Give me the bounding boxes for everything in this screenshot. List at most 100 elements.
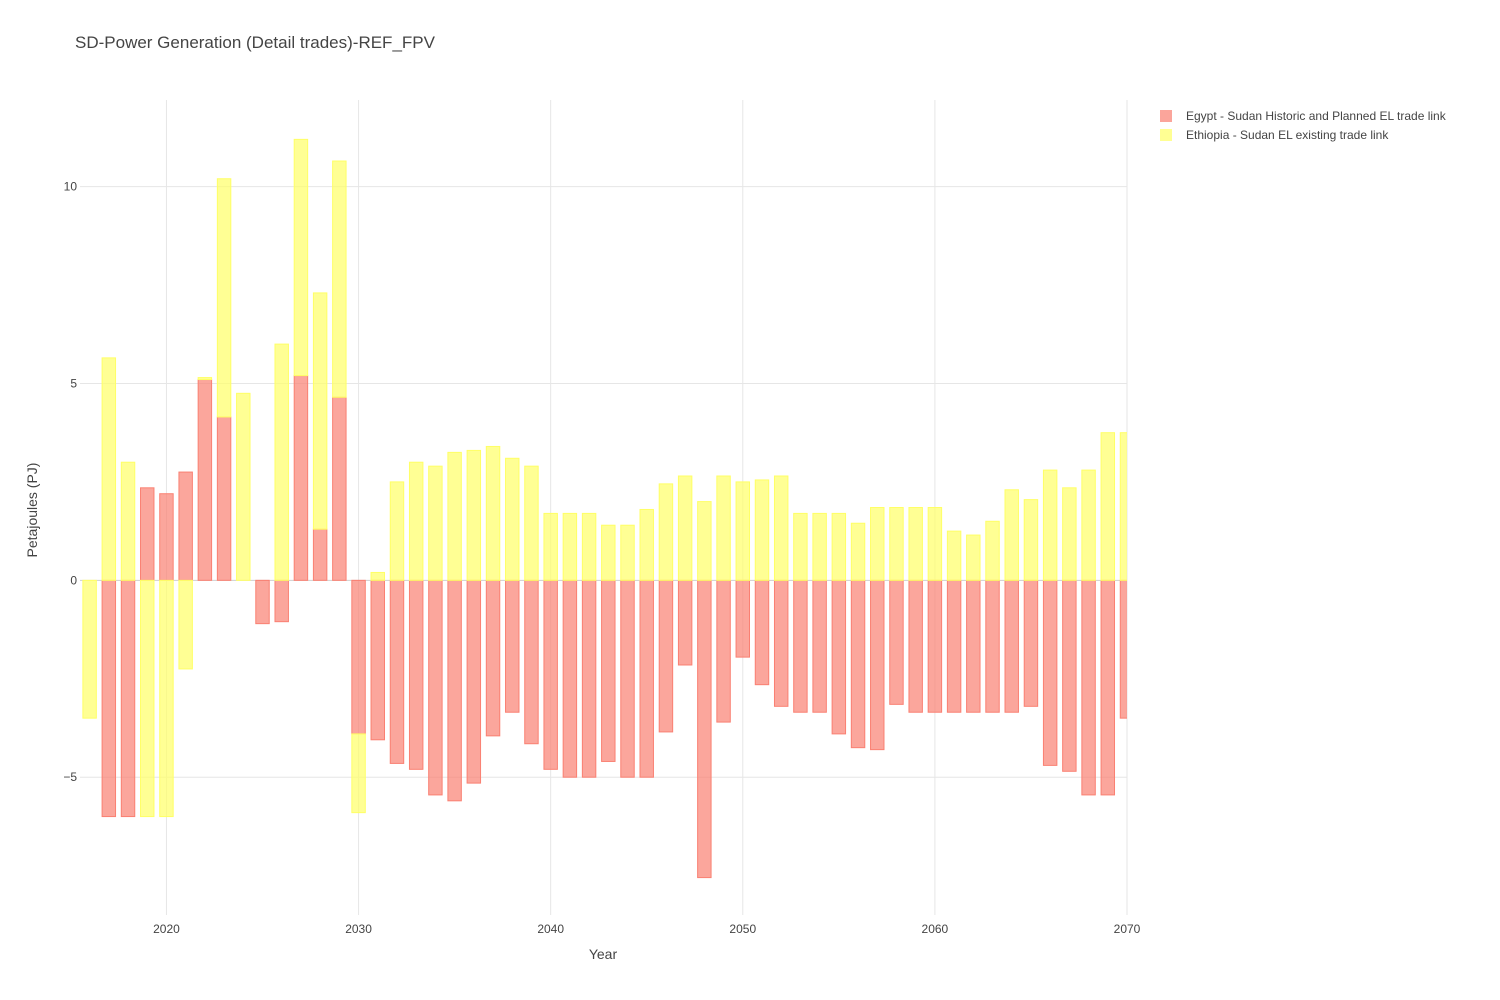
bar-egypt-sudan-2066 [1042, 579, 1058, 766]
x-tick-label: 2040 [537, 922, 564, 936]
bar-egypt-sudan-2055 [831, 579, 847, 735]
bar-egypt-sudan-2069 [1100, 579, 1116, 796]
bar-egypt-sudan-2022 [197, 379, 213, 581]
legend-item-egypt-sudan[interactable]: Egypt - Sudan Historic and Planned EL tr… [1160, 106, 1446, 125]
bar-egypt-sudan-2021 [178, 471, 193, 581]
bar-ethiopia-sudan-2022 [197, 377, 213, 381]
bar-ethiopia-sudan-2027 [293, 138, 309, 377]
bar-ethiopia-sudan-2062 [966, 534, 981, 581]
bar-egypt-sudan-2037 [485, 579, 501, 737]
bar-ethiopia-sudan-2056 [850, 522, 866, 581]
bar-egypt-sudan-2056 [850, 579, 866, 749]
bar-egypt-sudan-2031 [370, 579, 385, 741]
bar-ethiopia-sudan-2066 [1042, 469, 1058, 581]
bar-egypt-sudan-2051 [754, 579, 770, 686]
bar-ethiopia-sudan-2021 [178, 579, 193, 670]
bar-ethiopia-sudan-2016 [82, 579, 97, 719]
bar-ethiopia-sudan-2020 [159, 579, 174, 818]
bar-ethiopia-sudan-2028 [312, 292, 328, 530]
bar-ethiopia-sudan-2046 [658, 483, 674, 581]
x-tick-label: 2070 [1114, 922, 1141, 936]
bar-ethiopia-sudan-2065 [1023, 499, 1039, 581]
bar-egypt-sudan-2049 [716, 579, 731, 723]
legend-swatch-egypt-sudan [1160, 109, 1172, 122]
bar-ethiopia-sudan-2032 [389, 481, 405, 581]
bar-ethiopia-sudan-2017 [101, 357, 117, 581]
y-axis-title: Petajoules (PJ) [24, 463, 40, 558]
bar-egypt-sudan-2043 [601, 579, 616, 762]
bar-egypt-sudan-2040 [543, 579, 558, 770]
bar-egypt-sudan-2042 [581, 579, 597, 778]
bar-egypt-sudan-2070 [1119, 579, 1127, 719]
bar-ethiopia-sudan-2047 [677, 475, 693, 581]
bar-ethiopia-sudan-2029 [332, 160, 347, 398]
bar-ethiopia-sudan-2068 [1081, 469, 1096, 581]
bar-ethiopia-sudan-2018 [120, 461, 136, 581]
bar-egypt-sudan-2023 [216, 416, 232, 581]
x-axis-title: Year [589, 946, 618, 962]
bar-egypt-sudan-2017 [101, 579, 117, 818]
bar-ethiopia-sudan-2057 [870, 507, 885, 581]
bar-egypt-sudan-2061 [946, 579, 962, 713]
bar-egypt-sudan-2041 [562, 579, 578, 778]
bar-ethiopia-sudan-2035 [447, 451, 462, 581]
bar-ethiopia-sudan-2024 [236, 392, 251, 581]
bar-egypt-sudan-2036 [466, 579, 482, 784]
bar-egypt-sudan-2068 [1081, 579, 1096, 796]
legend-item-ethiopia-sudan[interactable]: Ethiopia - Sudan EL existing trade link [1160, 125, 1446, 144]
bar-egypt-sudan-2032 [389, 579, 405, 764]
bar-egypt-sudan-2059 [908, 579, 923, 713]
bar-egypt-sudan-2067 [1062, 579, 1077, 772]
bar-egypt-sudan-2034 [428, 579, 443, 796]
y-tick-label: 5 [70, 376, 77, 390]
bar-egypt-sudan-2038 [505, 579, 520, 713]
bar-ethiopia-sudan-2026 [274, 343, 289, 581]
bar-egypt-sudan-2027 [293, 375, 309, 581]
y-tick-label: 0 [70, 573, 77, 587]
bar-ethiopia-sudan-2059 [908, 507, 923, 581]
y-axis-ticks: −5 0 5 10 [63, 180, 77, 785]
bar-egypt-sudan-2047 [677, 579, 693, 666]
bars [82, 138, 1127, 879]
bar-egypt-sudan-2029 [332, 396, 347, 581]
bar-ethiopia-sudan-2041 [562, 512, 578, 581]
x-tick-label: 2060 [922, 922, 949, 936]
y-tick-label: 10 [64, 180, 78, 194]
bar-egypt-sudan-2050 [735, 579, 751, 658]
bar-egypt-sudan-2063 [985, 579, 1000, 713]
bar-ethiopia-sudan-2054 [812, 512, 827, 581]
bar-ethiopia-sudan-2043 [601, 524, 616, 581]
bar-egypt-sudan-2030 [351, 579, 366, 735]
bar-ethiopia-sudan-2049 [716, 475, 731, 581]
bar-ethiopia-sudan-2060 [927, 507, 943, 581]
bar-ethiopia-sudan-2033 [408, 461, 424, 581]
legend-label-egypt-sudan: Egypt - Sudan Historic and Planned EL tr… [1186, 108, 1446, 123]
bar-egypt-sudan-2054 [812, 579, 827, 713]
bar-egypt-sudan-2018 [120, 579, 136, 818]
bar-ethiopia-sudan-2070 [1119, 432, 1127, 581]
bar-ethiopia-sudan-2067 [1062, 487, 1077, 581]
bar-ethiopia-sudan-2052 [773, 475, 789, 581]
x-axis-ticks: 2020 2030 2040 2050 2060 2070 [153, 922, 1141, 936]
bar-ethiopia-sudan-2030 [351, 733, 366, 814]
bar-ethiopia-sudan-2050 [735, 481, 751, 581]
bar-ethiopia-sudan-2045 [639, 508, 654, 581]
bar-egypt-sudan-2026 [274, 579, 289, 623]
bar-egypt-sudan-2060 [927, 579, 943, 713]
bar-ethiopia-sudan-2069 [1100, 432, 1116, 581]
bar-ethiopia-sudan-2058 [889, 507, 904, 581]
bar-ethiopia-sudan-2034 [428, 465, 443, 581]
x-tick-label: 2050 [729, 922, 756, 936]
legend: Egypt - Sudan Historic and Planned EL tr… [1160, 106, 1446, 144]
bar-egypt-sudan-2028 [312, 528, 328, 581]
bar-egypt-sudan-2045 [639, 579, 654, 778]
bar-ethiopia-sudan-2040 [543, 512, 558, 581]
bar-ethiopia-sudan-2023 [216, 178, 232, 418]
bar-egypt-sudan-2053 [793, 579, 808, 713]
bar-egypt-sudan-2064 [1004, 579, 1019, 713]
bar-egypt-sudan-2039 [524, 579, 539, 745]
bar-ethiopia-sudan-2064 [1004, 489, 1019, 581]
bar-ethiopia-sudan-2051 [754, 479, 770, 581]
bar-ethiopia-sudan-2063 [985, 520, 1000, 581]
bar-egypt-sudan-2057 [870, 579, 885, 751]
